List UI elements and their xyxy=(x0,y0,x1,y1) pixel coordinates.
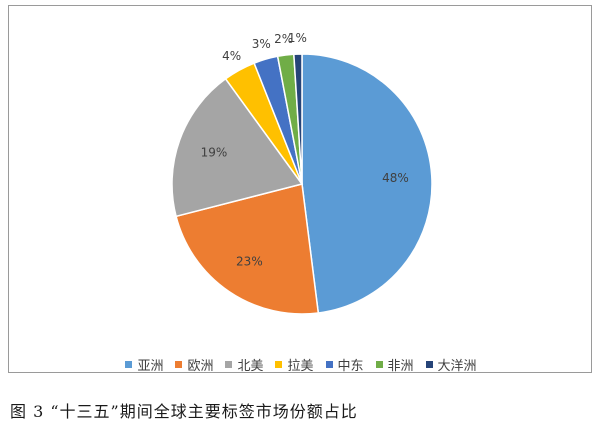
legend-swatch xyxy=(425,360,433,368)
pie-slice-1 xyxy=(301,53,433,314)
legend-label: 非洲 xyxy=(387,358,414,374)
pie-slice-7 xyxy=(293,53,303,185)
chart-frame: 48% 23% 19% 4% 3% 2% 1% 亚洲 欧洲 北美 拉美 中东 非洲 大洋洲 xyxy=(8,5,593,374)
legend-label: 欧洲 xyxy=(187,358,214,374)
legend-label: 北美 xyxy=(237,358,264,374)
legend-swatch xyxy=(375,360,383,368)
slice-label-6: 2% xyxy=(274,32,293,46)
legend-label: 中东 xyxy=(337,358,364,374)
legend-swatch xyxy=(225,360,233,368)
legend-item-1: 亚洲 xyxy=(125,355,163,374)
legend-item-5: 中东 xyxy=(325,355,364,374)
chart-legend: 亚洲 欧洲 北美 拉美 中东 非洲 大洋洲 xyxy=(9,354,593,374)
legend-swatch xyxy=(125,360,133,368)
pie-slice-2 xyxy=(175,183,320,315)
slice-label-4: 4% xyxy=(222,49,241,63)
legend-item-3: 北美 xyxy=(225,355,263,374)
legend-label: 亚洲 xyxy=(137,358,164,374)
slice-label-7: 1% xyxy=(288,31,307,45)
legend-swatch xyxy=(175,360,183,368)
slice-label-1: 48% xyxy=(382,171,409,185)
legend-swatch xyxy=(325,360,333,368)
legend-item-4: 拉美 xyxy=(275,355,314,374)
slice-label-3: 19% xyxy=(201,145,228,159)
legend-item-6: 非洲 xyxy=(375,355,414,374)
pie-chart: 48% 23% 19% 4% 3% 2%1% xyxy=(171,31,433,315)
pie-slice-3 xyxy=(171,77,304,218)
figure-caption: 图 3 “十三五”期间全球主要标签市场份额占比 xyxy=(10,402,358,421)
legend-label: 大洋洲 xyxy=(437,358,477,374)
slice-label-5: 3% xyxy=(252,37,271,51)
legend-item-2: 欧洲 xyxy=(175,355,213,374)
legend-label: 拉美 xyxy=(287,358,314,374)
slice-label-2: 23% xyxy=(236,254,263,268)
legend-item-7: 大洋洲 xyxy=(425,355,477,374)
legend-swatch xyxy=(275,360,283,368)
